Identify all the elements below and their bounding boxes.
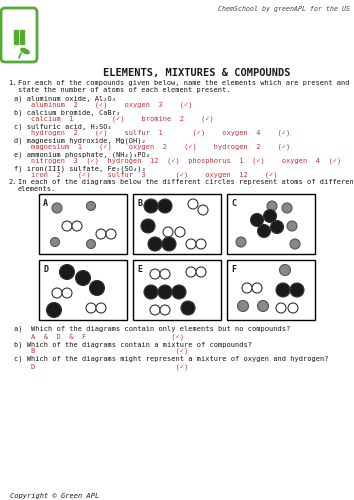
Circle shape: [242, 283, 252, 293]
Text: D: D: [43, 265, 48, 274]
Circle shape: [46, 302, 62, 318]
Text: E: E: [137, 265, 142, 274]
Text: A: A: [43, 199, 48, 208]
Text: f) iron(III) sulfate, Fe₂(SO₄)₃: f) iron(III) sulfate, Fe₂(SO₄)₃: [14, 165, 146, 172]
Bar: [39, 260, 127, 320]
Text: e) ammonium phosphate, (NH₄)₃PO₄: e) ammonium phosphate, (NH₄)₃PO₄: [14, 151, 150, 158]
Text: B: B: [137, 199, 142, 208]
Text: ELEMENTS, MIXTURES & COMPOUNDS: ELEMENTS, MIXTURES & COMPOUNDS: [103, 68, 291, 78]
Circle shape: [257, 224, 270, 237]
Text: a)  Which of the diagrams contain only elements but no compounds?: a) Which of the diagrams contain only el…: [14, 326, 290, 332]
Circle shape: [62, 288, 72, 298]
Circle shape: [188, 199, 198, 209]
Circle shape: [276, 283, 290, 297]
Circle shape: [163, 227, 173, 237]
Circle shape: [263, 210, 276, 222]
Text: d) magnesium hydroxide, Mg(OH)₂: d) magnesium hydroxide, Mg(OH)₂: [14, 137, 146, 143]
Text: hydrogen  2    (✓)    sulfur  1       (✓)    oxygen  4    (✓): hydrogen 2 (✓) sulfur 1 (✓) oxygen 4 (✓): [14, 130, 290, 136]
Circle shape: [287, 221, 297, 231]
Text: A  &  D  &  F                    (✓): A & D & F (✓): [14, 333, 184, 340]
Text: C: C: [231, 199, 236, 208]
Text: aluminum  2    (✓)    oxygen  3    (✓): aluminum 2 (✓) oxygen 3 (✓): [14, 102, 193, 108]
Circle shape: [75, 270, 91, 285]
Circle shape: [252, 283, 262, 293]
FancyBboxPatch shape: [1, 8, 37, 62]
Circle shape: [160, 305, 170, 315]
Bar: [39, 194, 127, 254]
Circle shape: [288, 303, 298, 313]
Circle shape: [52, 203, 62, 213]
Bar: [227, 194, 315, 254]
Circle shape: [162, 237, 176, 251]
Circle shape: [172, 285, 186, 299]
Circle shape: [290, 239, 300, 249]
Text: a) aluminum oxide, Al₂O₃: a) aluminum oxide, Al₂O₃: [14, 95, 116, 102]
Circle shape: [86, 303, 96, 313]
Circle shape: [267, 201, 277, 211]
Text: nitrogen  3  (✓)  hydrogen  12  (✓)  phosphorus  1  (✓)    oxygen  4  (✓): nitrogen 3 (✓) hydrogen 12 (✓) phosphoru…: [14, 158, 341, 164]
Text: Copyright © Green APL: Copyright © Green APL: [10, 493, 99, 499]
Text: 1.: 1.: [8, 80, 17, 86]
Circle shape: [175, 227, 185, 237]
Circle shape: [72, 221, 82, 231]
Circle shape: [52, 288, 62, 298]
Bar: [133, 260, 221, 320]
Circle shape: [181, 301, 195, 315]
Circle shape: [257, 300, 268, 312]
Text: iron  2    (✓)    sulfur  3       (✓)    oxygen  12    (✓): iron 2 (✓) sulfur 3 (✓) oxygen 12 (✓): [14, 172, 278, 178]
Circle shape: [86, 202, 96, 210]
Circle shape: [90, 280, 104, 295]
Text: D                                 (✓): D (✓): [14, 363, 188, 370]
Circle shape: [280, 264, 291, 276]
Circle shape: [144, 285, 158, 299]
Circle shape: [282, 203, 292, 213]
Text: In each of the diagrams below the different circles represent atoms of different: In each of the diagrams below the differ…: [18, 179, 354, 185]
Bar: [20, 30, 24, 44]
Circle shape: [150, 269, 160, 279]
Circle shape: [186, 239, 196, 249]
Circle shape: [198, 205, 208, 215]
Circle shape: [59, 264, 74, 280]
Circle shape: [251, 214, 263, 226]
Text: elements.: elements.: [18, 186, 56, 192]
Circle shape: [238, 300, 249, 312]
Circle shape: [196, 239, 206, 249]
Circle shape: [86, 240, 96, 248]
Circle shape: [160, 269, 170, 279]
Text: F: F: [231, 265, 236, 274]
Text: ChemSchool by greenAPL for the US: ChemSchool by greenAPL for the US: [218, 6, 350, 12]
Circle shape: [158, 285, 172, 299]
Circle shape: [62, 221, 72, 231]
Circle shape: [236, 237, 246, 247]
Text: c) sulfuric acid, H₂SO₄: c) sulfuric acid, H₂SO₄: [14, 123, 112, 130]
Circle shape: [290, 283, 304, 297]
Text: B                                 (✓): B (✓): [14, 348, 188, 354]
Circle shape: [186, 267, 196, 277]
Text: For each of the compounds given below, name the elements which are present and: For each of the compounds given below, n…: [18, 80, 349, 86]
Circle shape: [150, 305, 160, 315]
Text: magnesium  1    (✓)    oxygen  2    (✓)    hydrogen  2    (✓): magnesium 1 (✓) oxygen 2 (✓) hydrogen 2 …: [14, 144, 290, 150]
Text: state the number of atoms of each element present.: state the number of atoms of each elemen…: [18, 87, 230, 93]
Text: b) Which of the diagrams contain a mixture of compounds?: b) Which of the diagrams contain a mixtu…: [14, 341, 252, 347]
Circle shape: [148, 237, 162, 251]
Circle shape: [106, 229, 116, 239]
Circle shape: [51, 238, 59, 246]
Text: b) calcium bromide, CaBr₂: b) calcium bromide, CaBr₂: [14, 109, 120, 116]
Bar: [14, 30, 18, 44]
Ellipse shape: [21, 48, 29, 54]
Circle shape: [158, 199, 172, 213]
Circle shape: [270, 220, 284, 234]
Text: c) Which of the diagrams might represent a mixture of oxygen and hydrogen?: c) Which of the diagrams might represent…: [14, 356, 329, 362]
Bar: [133, 194, 221, 254]
Circle shape: [96, 303, 106, 313]
Circle shape: [141, 219, 155, 233]
Text: calcium  1         (✓)    bromine  2    (✓): calcium 1 (✓) bromine 2 (✓): [14, 116, 214, 122]
Circle shape: [276, 303, 286, 313]
Text: 2.: 2.: [8, 179, 17, 185]
Circle shape: [96, 229, 106, 239]
Bar: [227, 260, 315, 320]
Circle shape: [144, 199, 158, 213]
Circle shape: [196, 267, 206, 277]
